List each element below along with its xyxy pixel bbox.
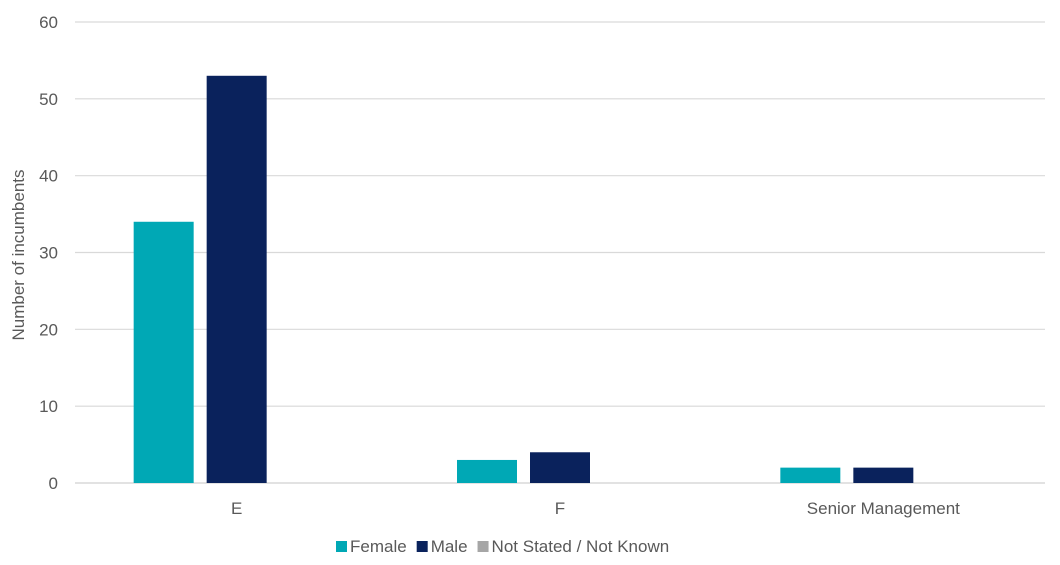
bar-male-1 [530,452,590,483]
bar-female-1 [457,459,517,483]
bar-male-2 [853,467,914,483]
legend-swatch [477,541,489,552]
y-tick-label: 60 [39,13,58,32]
bar-male-0 [206,75,267,484]
y-tick-label: 50 [39,90,58,109]
legend-label: Female [350,537,407,556]
bar-female-2 [780,467,841,483]
legend-label: Not Stated / Not Known [492,537,670,556]
x-tick-label: E [231,499,242,518]
y-axis-title: Number of incumbents [9,169,28,340]
bar-female-0 [133,221,194,483]
y-tick-label: 40 [39,167,58,186]
legend-swatch [416,541,428,552]
x-axis-ticks: E F Senior Management [231,499,960,518]
legend: Female Male Not Stated / Not Known [336,537,669,556]
y-tick-label: 30 [39,244,58,263]
y-tick-label: 0 [49,474,58,493]
legend-swatch [336,541,347,552]
y-axis-ticks: 0 10 20 30 40 50 60 [39,13,58,493]
legend-label: Male [431,537,468,556]
bars [133,75,914,484]
x-tick-label: Senior Management [807,499,960,518]
y-tick-label: 10 [39,397,58,416]
x-tick-label: F [555,499,565,518]
y-tick-label: 20 [39,320,58,339]
